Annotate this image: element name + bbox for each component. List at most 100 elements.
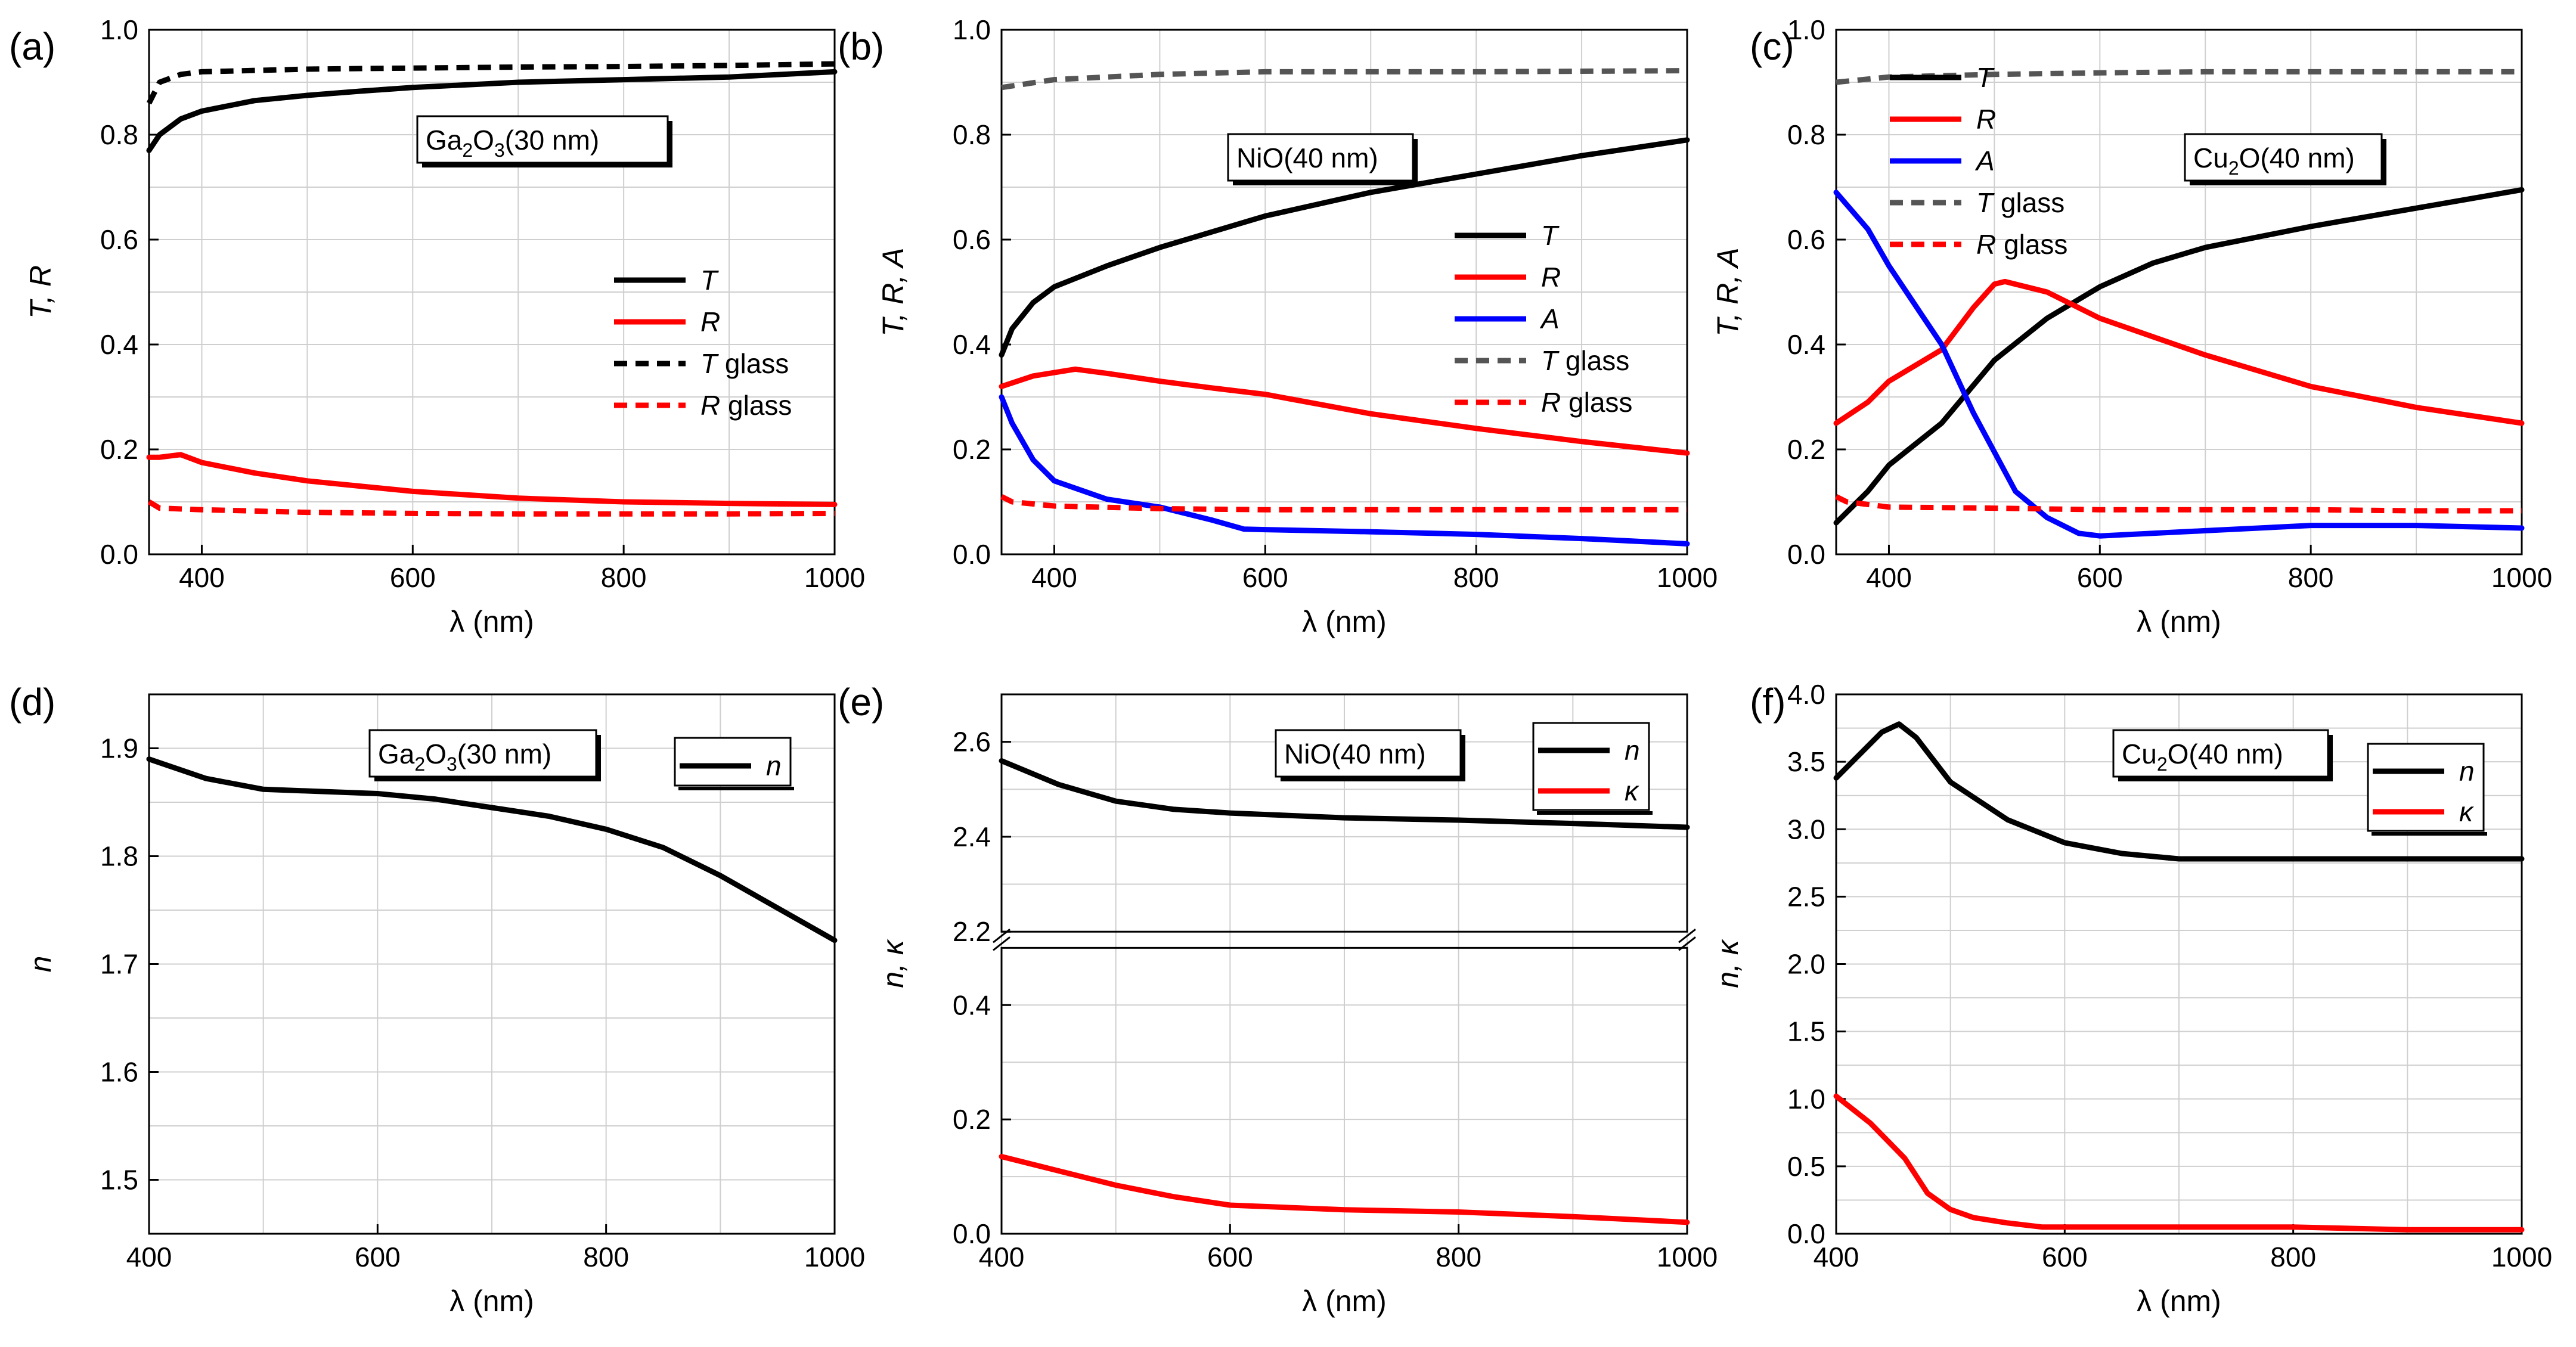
legend-box-shadow xyxy=(2372,832,2487,836)
legend-entry-symbol: κ xyxy=(2459,796,2474,827)
y-tick-label: 2.4 xyxy=(953,821,991,852)
y-tick-label: 1.8 xyxy=(100,841,138,872)
legend-entry-symbol: n xyxy=(766,750,782,781)
x-tick-label: 1000 xyxy=(804,1242,865,1272)
x-tick-label: 400 xyxy=(179,562,225,593)
grid xyxy=(1002,29,1688,555)
x-tick-label: 400 xyxy=(979,1242,1025,1272)
material-subscript: 3 xyxy=(494,139,505,161)
legend-entry-suffix: glass xyxy=(1558,345,1629,376)
series-line-R xyxy=(999,366,1690,456)
y-tick-label: 1.9 xyxy=(100,733,138,764)
y-tick-label: 0.2 xyxy=(100,434,138,465)
y-tick-label: 1.5 xyxy=(1787,1016,1825,1047)
series-line-R-glass xyxy=(147,499,835,517)
legend-entry-suffix: glass xyxy=(1996,229,2067,260)
legend-entry: T glass xyxy=(1541,345,1629,376)
legend-entry-suffix: glass xyxy=(1993,187,2064,218)
legend-box xyxy=(1532,722,1650,811)
y-tick-label: 1.5 xyxy=(100,1165,138,1196)
plot-frame-bottom xyxy=(1000,946,1688,1235)
material-subscript: 2 xyxy=(2157,753,2168,775)
y-tick-label: 0.4 xyxy=(953,989,991,1020)
legend-entry: n xyxy=(766,750,782,781)
chart-panel-a: 400 600 800 1000 0.0 0.2 0.4 0.6 0.8 1.0 λ (nm) T, … xyxy=(9,14,865,638)
legend-entry-symbol: R xyxy=(1541,262,1561,293)
material-label: NiO(40 nm) xyxy=(1236,142,1378,173)
y-tick-label: 1.0 xyxy=(953,14,991,45)
legend-box xyxy=(674,737,792,787)
x-tick-label: 600 xyxy=(2042,1242,2088,1272)
y-tick-label: 0.8 xyxy=(953,119,991,150)
material-subscript: 2 xyxy=(462,139,473,161)
x-tick-label: 1000 xyxy=(1657,562,1718,593)
legend-entry: R glass xyxy=(1541,387,1632,418)
material-base: Cu xyxy=(2193,142,2228,173)
y-tick-label: 2.6 xyxy=(953,727,991,758)
y-axis-label: T, R, A xyxy=(876,247,910,336)
x-tick-label: 1000 xyxy=(2491,562,2552,593)
legend-entry-symbol: T xyxy=(1976,187,1995,218)
y-tick-label: 0.5 xyxy=(1787,1151,1825,1182)
material-label: Cu2O(40 nm) xyxy=(2193,142,2355,179)
plot-frame xyxy=(1835,29,2523,555)
y-axis-label: n xyxy=(24,956,57,973)
y-tick-label: 0.4 xyxy=(100,329,138,360)
material-thickness: (40 nm) xyxy=(1331,738,1425,769)
legend-entry: R xyxy=(700,306,720,337)
material-label: NiO(40 nm) xyxy=(1284,738,1426,769)
y-tick-label: 0.6 xyxy=(1787,224,1825,255)
series-line-T xyxy=(999,137,1690,358)
material-label: Ga2O3(30 nm) xyxy=(378,738,551,775)
grid xyxy=(149,29,835,555)
legend-entry-symbol: R xyxy=(700,306,720,337)
series-line-R-glass xyxy=(1834,494,2522,514)
x-axis-label: λ (nm) xyxy=(2137,1284,2221,1318)
legend-entry: A xyxy=(1974,145,1995,176)
material-thickness: (30 nm) xyxy=(505,125,599,156)
material-subscript: 2 xyxy=(414,753,425,775)
series-line-R-glass xyxy=(1000,494,1687,513)
x-axis-label: λ (nm) xyxy=(1302,605,1387,638)
series-group xyxy=(146,756,838,943)
y-tick-label: 3.5 xyxy=(1787,746,1825,777)
x-tick-label: 800 xyxy=(601,562,647,593)
y-tick-label: 0.0 xyxy=(1787,1218,1825,1249)
series-line-T-glass xyxy=(1001,68,1688,91)
series-group xyxy=(1833,69,2525,539)
panel-label: (e) xyxy=(838,681,884,724)
y-tick-label: 0.0 xyxy=(100,539,138,570)
y-tick-label: 0.8 xyxy=(100,119,138,150)
grid xyxy=(1001,694,1688,1234)
series-group xyxy=(1833,721,2525,1233)
legend-entry: R glass xyxy=(1976,229,2067,260)
material-base: Cu xyxy=(2122,738,2157,769)
x-tick-label: 800 xyxy=(1453,562,1499,593)
legend-entry: R xyxy=(1541,262,1561,293)
series-line-κ xyxy=(1833,1093,2525,1233)
axis-break-mark xyxy=(993,936,1010,951)
y-tick-label: 0.6 xyxy=(953,224,991,255)
material-base: Ga xyxy=(378,738,415,769)
x-tick-label: 600 xyxy=(1207,1242,1253,1272)
panel-label: (d) xyxy=(9,681,55,724)
chart-panel-d: 400 600 800 1000 1.5 1.6 1.7 1.8 1.9 λ (nm) n (d) n G… xyxy=(9,681,865,1318)
legend-entry-symbol: κ xyxy=(1625,775,1639,806)
x-tick-label: 600 xyxy=(390,562,436,593)
x-axis-label: λ (nm) xyxy=(1302,1284,1387,1318)
legend-entry-symbol: T xyxy=(1976,62,1995,93)
panel-label: (f) xyxy=(1750,681,1785,724)
y-tick-label: 0.0 xyxy=(1787,539,1825,570)
chart-panel-b: 400 600 800 1000 0.0 0.2 0.4 0.6 0.8 1.0 λ (nm) T, … xyxy=(838,14,1718,638)
series-line-n xyxy=(146,756,838,943)
x-tick-label: 1000 xyxy=(804,562,865,593)
legend-entry-symbol: T xyxy=(1541,220,1560,251)
x-axis-label: λ (nm) xyxy=(450,1284,534,1318)
y-tick-label: 1.6 xyxy=(100,1057,138,1088)
legend-entry-symbol: n xyxy=(1625,735,1640,766)
series-line-n xyxy=(1833,721,2525,862)
legend-entry: T glass xyxy=(700,348,789,379)
